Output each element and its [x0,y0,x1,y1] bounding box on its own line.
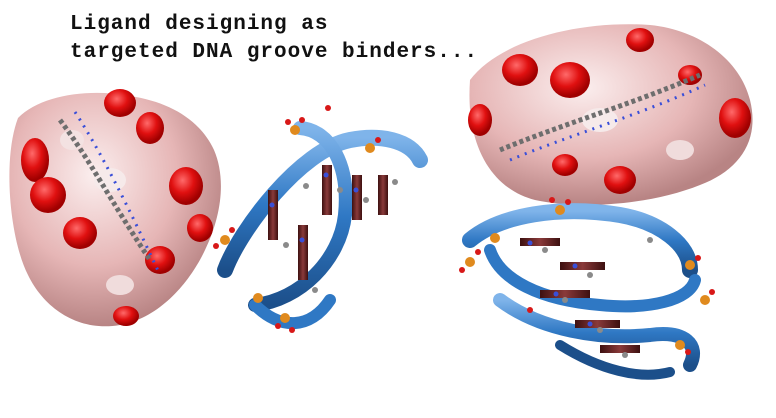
right-protein-surface [468,24,753,206]
caption-line-2: targeted DNA groove binders... [70,41,479,64]
right-dna-helix [459,197,715,380]
left-dna-helix [213,105,428,333]
caption-line-1: Ligand designing as [70,13,329,36]
left-protein-surface [9,89,221,327]
